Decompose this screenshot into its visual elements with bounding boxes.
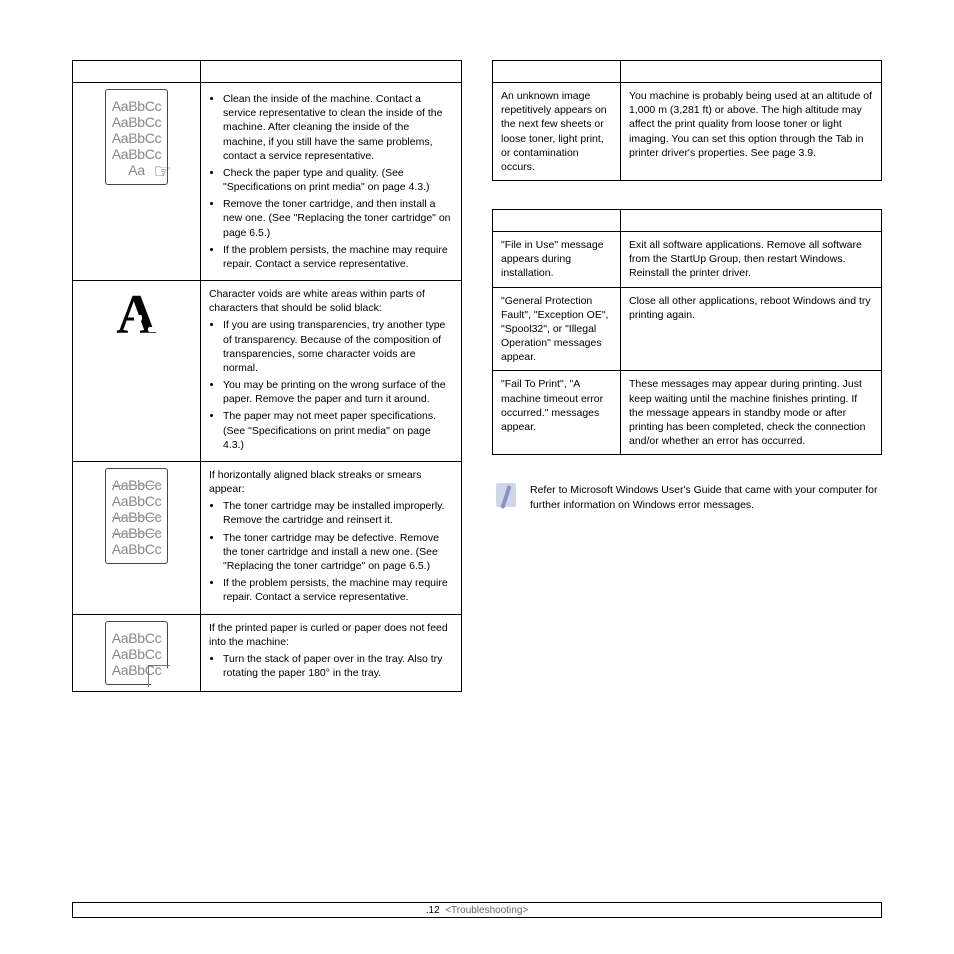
- solution-bullet: The toner cartridge may be defective. Re…: [223, 531, 453, 574]
- solution-cell: Clean the inside of the machine. Contact…: [201, 83, 462, 281]
- section-name: <Troubleshooting>: [445, 905, 528, 916]
- table-row: AaBbCcAaBbCcAaBbCcAaBbCcAa☞ Clean the ins…: [73, 83, 462, 281]
- solution-cell: You machine is probably being used at an…: [621, 83, 882, 181]
- table-row: "General Protection Fault", "Exception O…: [493, 287, 882, 371]
- condition-cell: "Fail To Print", "A machine timeout erro…: [493, 371, 621, 455]
- table-header: [73, 61, 201, 83]
- solution-cell: If the printed paper is curled or paper …: [201, 614, 462, 691]
- solution-cell: These messages may appear during printin…: [621, 371, 882, 455]
- solution-bullet: Check the paper type and quality. (See "…: [223, 166, 453, 194]
- solution-bullet: Turn the stack of paper over in the tray…: [223, 652, 453, 680]
- table-header: [201, 61, 462, 83]
- right-column: An unknown image repetitively appears on…: [492, 60, 882, 720]
- solution-bullet: The paper may not meet paper specificati…: [223, 409, 453, 452]
- windows-errors-table: "File in Use" message appears during ins…: [492, 209, 882, 455]
- solution-cell: Exit all software applications. Remove a…: [621, 232, 882, 288]
- solution-bullet: You may be printing on the wrong surface…: [223, 378, 453, 406]
- condition-sample: AaBbCcAaBbCcAaBbCcAaBbCcAa☞: [73, 83, 201, 281]
- condition-cell: "File in Use" message appears during ins…: [493, 232, 621, 288]
- table-row: An unknown image repetitively appears on…: [493, 83, 882, 181]
- left-column: AaBbCcAaBbCcAaBbCcAaBbCcAa☞ Clean the ins…: [72, 60, 462, 720]
- table-row: "File in Use" message appears during ins…: [493, 232, 882, 288]
- table-header: [621, 210, 882, 232]
- altitude-table: An unknown image repetitively appears on…: [492, 60, 882, 181]
- note-icon: [496, 483, 518, 509]
- table-row: AaBbCcAaBbCcAaBbCcAaBbCcAaBbCcIf horizon…: [73, 461, 462, 614]
- solution-bullet: Clean the inside of the machine. Contact…: [223, 92, 453, 163]
- print-quality-table: AaBbCcAaBbCcAaBbCcAaBbCcAa☞ Clean the ins…: [72, 60, 462, 692]
- condition-sample: AaBbCcAaBbCcAaBbCcAaBbCcAaBbCc: [73, 461, 201, 614]
- table-header: [493, 210, 621, 232]
- table-header: [493, 61, 621, 83]
- table-row: "Fail To Print", "A machine timeout erro…: [493, 371, 882, 455]
- note-block: Refer to Microsoft Windows User's Guide …: [496, 483, 882, 512]
- page-number: .12: [426, 905, 440, 916]
- table-header: [621, 61, 882, 83]
- page-content: AaBbCcAaBbCcAaBbCcAaBbCcAa☞ Clean the ins…: [0, 0, 954, 720]
- solution-bullet: If the problem persists, the machine may…: [223, 243, 453, 271]
- table-row: ACharacter voids are white areas within …: [73, 281, 462, 462]
- note-text: Refer to Microsoft Windows User's Guide …: [530, 483, 882, 512]
- condition-cell: An unknown image repetitively appears on…: [493, 83, 621, 181]
- table-row: AaBbCcAaBbCcAaBbCcIf the printed paper i…: [73, 614, 462, 691]
- solution-bullet: Remove the toner cartridge, and then ins…: [223, 197, 453, 240]
- condition-cell: "General Protection Fault", "Exception O…: [493, 287, 621, 371]
- condition-sample: AaBbCcAaBbCcAaBbCc: [73, 614, 201, 691]
- solution-bullet: If you are using transparencies, try ano…: [223, 318, 453, 375]
- condition-sample: A: [73, 281, 201, 462]
- solution-bullet: The toner cartridge may be installed imp…: [223, 499, 453, 527]
- solution-cell: If horizontally aligned black streaks or…: [201, 461, 462, 614]
- solution-bullet: If the problem persists, the machine may…: [223, 576, 453, 604]
- page-footer: .12 <Troubleshooting>: [72, 902, 882, 918]
- solution-cell: Character voids are white areas within p…: [201, 281, 462, 462]
- solution-cell: Close all other applications, reboot Win…: [621, 287, 882, 371]
